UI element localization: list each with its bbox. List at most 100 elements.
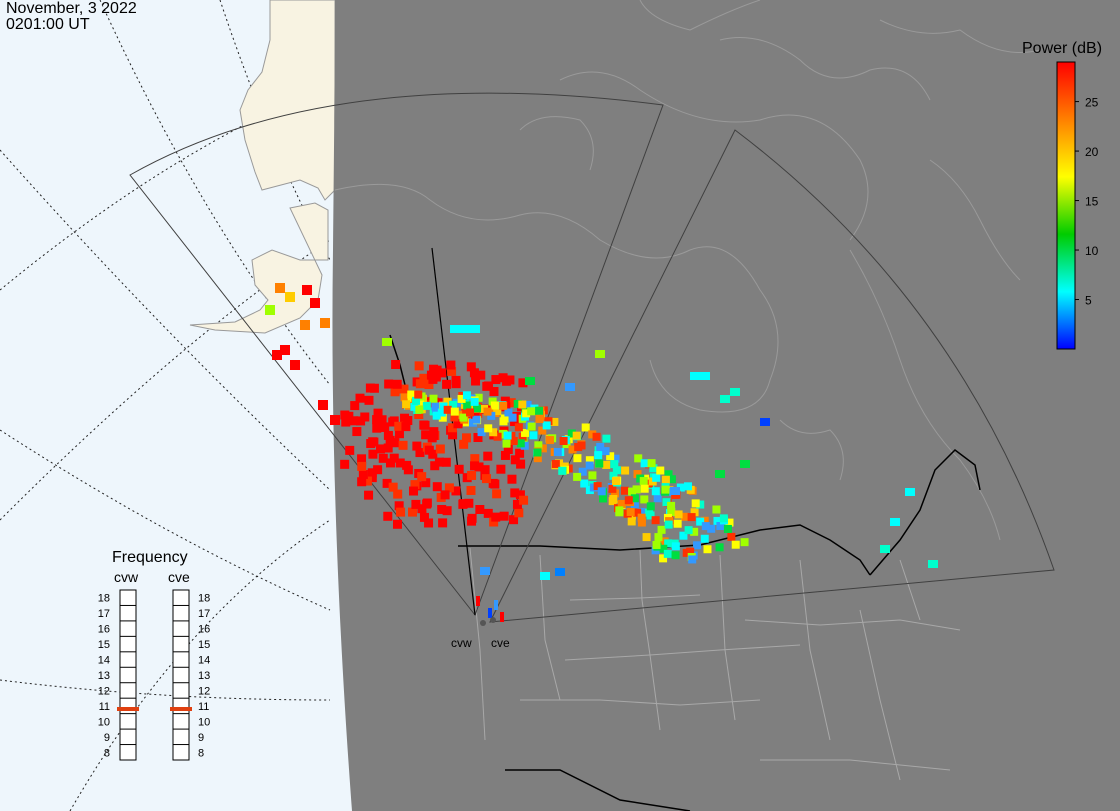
scatter-cell xyxy=(535,414,544,423)
scatter-cell xyxy=(890,518,900,526)
scatter-cell xyxy=(595,459,604,468)
scatter-cell xyxy=(715,543,724,552)
cve-fov xyxy=(489,129,1055,623)
scatter-cell xyxy=(661,475,670,484)
frequency-scale-label: 11 xyxy=(198,701,209,713)
radar-site-cve[interactable]: cve xyxy=(490,617,510,650)
scatter-cell xyxy=(667,508,676,517)
scatter-cell xyxy=(652,540,661,549)
frequency-scale-label: 11 xyxy=(99,701,110,713)
scatter-cell xyxy=(417,472,427,482)
colorbar-tick-label: 20 xyxy=(1085,145,1099,159)
scatter-cell xyxy=(466,362,476,372)
scatter-cell xyxy=(473,404,482,413)
frequency-scale-label: 13 xyxy=(198,670,210,682)
scatter-cell xyxy=(472,415,481,424)
scatter-cell xyxy=(394,429,404,439)
scatter-cell xyxy=(573,454,582,463)
scatter-cell xyxy=(633,508,642,517)
scatter-cell xyxy=(490,401,499,410)
scatter-cell xyxy=(513,399,522,408)
scatter-cell xyxy=(432,482,442,492)
scatter-cell xyxy=(628,487,637,496)
scatter-cell xyxy=(654,533,663,542)
scatter-cell xyxy=(712,505,721,514)
scatter-cell xyxy=(432,411,441,420)
scatter-cell xyxy=(676,483,685,492)
scatter-cell xyxy=(701,522,710,531)
frequency-scale-label: 12 xyxy=(198,685,210,697)
scatter-cell xyxy=(492,489,502,499)
frequency-scale-label: 17 xyxy=(98,608,110,620)
scatter-cell xyxy=(610,489,619,498)
frequency-scale-label: 16 xyxy=(98,624,110,636)
scatter-cell xyxy=(664,470,673,479)
scatter-cell xyxy=(463,401,472,410)
colorbar-title: Power (dB) xyxy=(1022,40,1103,57)
scatter-cell xyxy=(674,510,683,519)
scatter-cell xyxy=(483,381,493,391)
scatter-cell xyxy=(716,521,725,530)
scatter-cell xyxy=(285,292,295,302)
scatter-cell xyxy=(373,408,383,418)
frequency-scale-label: 9 xyxy=(198,732,204,744)
scatter-cell xyxy=(476,596,480,606)
frequency-scale-label: 13 xyxy=(98,670,110,682)
frequency-scale-label: 10 xyxy=(198,716,210,728)
scatter-cell xyxy=(426,370,436,380)
frequency-scale-label: 9 xyxy=(104,732,110,744)
scatter-cell xyxy=(624,496,633,505)
scatter-cell xyxy=(588,471,597,480)
scatter-cell xyxy=(500,450,510,460)
scatter-cell xyxy=(367,473,377,483)
scatter-cell xyxy=(679,531,688,540)
scatter-cell xyxy=(419,420,429,430)
scatter-cell xyxy=(647,459,656,468)
scatter-cell xyxy=(484,424,493,433)
scatter-cell xyxy=(713,516,722,525)
scatter-cell xyxy=(399,384,409,394)
scatter-cell xyxy=(602,434,611,443)
frequency-scale-label: 8 xyxy=(198,747,204,759)
frequency-scale-label: 16 xyxy=(198,624,210,636)
scatter-cell xyxy=(519,495,529,505)
scatter-cell xyxy=(596,442,605,451)
scatter-cell xyxy=(700,516,709,525)
scatter-cell xyxy=(535,406,544,415)
scatter-cell xyxy=(380,422,390,432)
scatter-cell xyxy=(422,498,432,508)
scatter-cell xyxy=(496,464,506,474)
scatter-cell xyxy=(715,470,725,478)
scatter-cell xyxy=(275,283,285,293)
scatter-cell xyxy=(606,452,615,461)
scatter-cell xyxy=(434,457,444,467)
scatter-cell xyxy=(447,423,457,433)
scatter-cell xyxy=(928,560,938,568)
scatter-cell xyxy=(389,453,399,463)
scatter-cell xyxy=(451,379,461,389)
radar-site-cvw[interactable]: cvw xyxy=(451,620,486,650)
backscatter-data xyxy=(265,283,938,622)
scatter-cell xyxy=(415,379,425,389)
scatter-cell xyxy=(489,428,498,437)
cve-site-marker xyxy=(490,617,496,623)
scatter-cell xyxy=(610,460,619,469)
scatter-cell xyxy=(424,445,434,455)
scatter-cell xyxy=(690,527,699,536)
scatter-cell xyxy=(740,460,750,468)
colorbar-tick-label: 10 xyxy=(1085,244,1099,258)
scatter-cell xyxy=(415,405,424,414)
scatter-cell xyxy=(500,612,504,622)
scatter-cell xyxy=(509,436,518,445)
scatter-cell xyxy=(470,397,479,406)
us-state-lines xyxy=(469,547,961,781)
scatter-cell xyxy=(673,519,682,528)
scatter-cell xyxy=(364,395,374,405)
scatter-cell xyxy=(443,405,452,414)
scatter-cell xyxy=(493,407,502,416)
scatter-cell xyxy=(760,418,770,426)
scatter-cell xyxy=(377,415,387,425)
scatter-cell xyxy=(391,360,401,370)
scatter-cell xyxy=(514,508,524,518)
frequency-scale-label: 10 xyxy=(98,716,110,728)
